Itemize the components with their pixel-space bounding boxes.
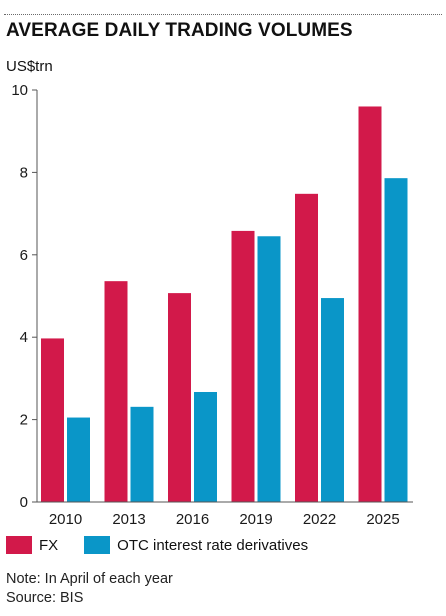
top-divider: [4, 14, 442, 15]
bar-chart: 0 2 4 6 8 10 2010 2013 2016 2019 2022 2025: [11, 82, 413, 528]
y-tick-label: 0: [20, 494, 28, 511]
bar-otc-2022: [321, 298, 344, 502]
y-tick-label: 6: [20, 247, 28, 264]
y-axis-unit-label: US$trn: [6, 58, 53, 75]
bar-otc-2013: [130, 406, 154, 502]
x-tick-label: 2022: [303, 511, 336, 528]
bar-otc-2010: [67, 417, 90, 502]
bar-fx-2019: [231, 230, 255, 503]
y-tick-label: 8: [20, 164, 28, 181]
legend-label-fx: FX: [39, 536, 59, 554]
legend-item-otc: OTC interest rate derivatives: [84, 536, 308, 554]
legend-swatch-fx: [6, 536, 32, 554]
bar-otc-2019: [257, 236, 281, 502]
x-tick-label: 2019: [239, 511, 272, 528]
x-axis: 2010 2013 2016 2019 2022 2025: [37, 501, 413, 528]
legend-item-fx: FX: [6, 536, 58, 554]
x-tick-label: 2016: [176, 511, 209, 528]
bar-otc-2016: [194, 391, 217, 502]
bar-fx-2016: [168, 293, 191, 502]
x-tick-label: 2013: [112, 511, 145, 528]
bar-fx-2022: [295, 193, 318, 502]
y-tick-label: 10: [11, 82, 28, 99]
x-tick-label: 2025: [366, 511, 399, 528]
chart-title: AVERAGE DAILY TRADING VOLUMES: [6, 20, 353, 41]
bar-otc-2025: [384, 178, 408, 502]
legend-swatch-otc: [84, 536, 111, 554]
bar-fx-2025: [358, 106, 382, 502]
y-tick-label: 2: [20, 412, 28, 429]
bar-fx-2010: [41, 338, 64, 502]
bars-group: [41, 106, 408, 503]
note-text: Note: In April of each year: [6, 571, 173, 587]
y-tick-label: 4: [20, 329, 28, 346]
legend: FX OTC interest rate derivatives: [6, 536, 334, 554]
bar-fx-2013: [104, 281, 128, 502]
x-tick-label: 2010: [49, 511, 82, 528]
y-axis: 0 2 4 6 8 10: [11, 82, 38, 511]
footnote: Note: In April of each year Source: BIS: [6, 570, 173, 608]
source-text: Source: BIS: [6, 590, 84, 606]
legend-label-otc: OTC interest rate derivatives: [117, 536, 309, 554]
